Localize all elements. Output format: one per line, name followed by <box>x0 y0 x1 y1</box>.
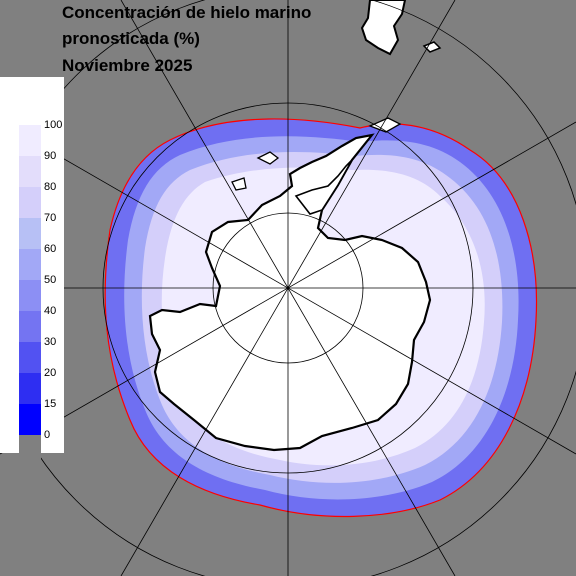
falkland-islands <box>422 41 442 53</box>
legend-tick-label: 80 <box>44 181 57 193</box>
legend-swatch <box>19 373 41 404</box>
legend-tick-label: 50 <box>44 274 57 286</box>
legend-tick-label: 30 <box>44 336 57 348</box>
legend-swatch <box>19 404 41 435</box>
legend-tick-label: 60 <box>44 243 57 255</box>
island-2 <box>368 117 402 133</box>
legend-swatch <box>19 218 41 249</box>
legend-swatch <box>19 435 41 466</box>
legend-tick-label: 100 <box>44 119 63 131</box>
legend-swatch <box>19 342 41 373</box>
legend-swatch <box>19 156 41 187</box>
legend-swatch <box>19 94 41 125</box>
legend-tick-label: 20 <box>44 367 57 379</box>
legend-tick-label: 0 <box>44 429 51 441</box>
legend-swatch <box>19 311 41 342</box>
legend-tick-label: 70 <box>44 212 57 224</box>
south-america-tip <box>360 0 407 56</box>
color-legend: 100 90 80 70 60 50 40 30 20 15 0 <box>0 77 64 466</box>
island-3 <box>231 177 247 191</box>
antarctic-peninsula <box>294 159 353 215</box>
legend-tick-label: 15 <box>44 398 57 410</box>
legend-tick-label: 40 <box>44 305 57 317</box>
antarctica-landmass <box>148 133 432 452</box>
legend-tick-label: 90 <box>44 150 57 162</box>
legend-swatch <box>19 249 41 280</box>
legend-swatch <box>19 187 41 218</box>
map-title-line-3: Noviembre 2025 <box>62 56 193 75</box>
legend-swatch <box>19 125 41 156</box>
map-title-line-1: Concentración de hielo marino <box>62 3 312 22</box>
island-1 <box>256 151 280 165</box>
map-title-line-2: pronosticada (%) <box>62 29 200 48</box>
legend-swatch <box>19 280 41 311</box>
